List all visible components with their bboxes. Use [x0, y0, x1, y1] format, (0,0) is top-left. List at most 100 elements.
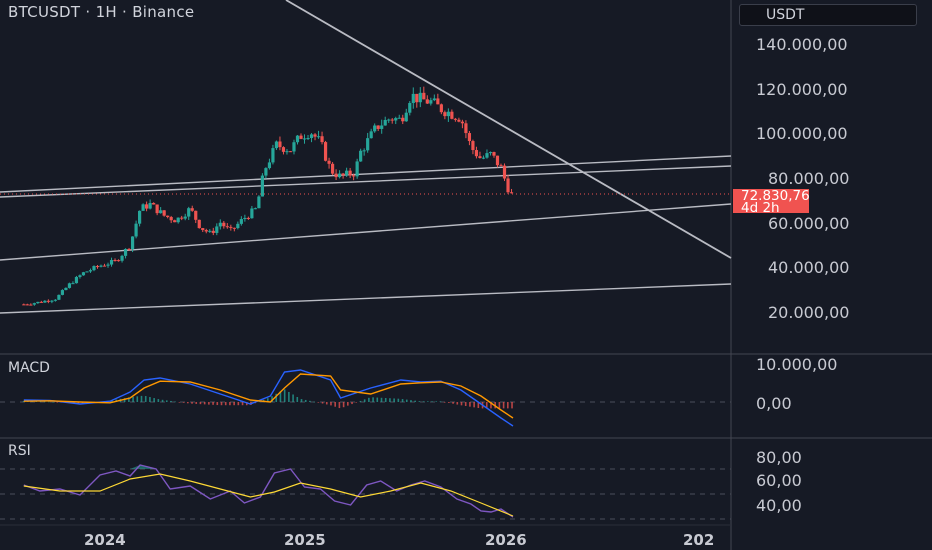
candle-body: [211, 230, 215, 233]
macd-hist-bar: [469, 402, 471, 407]
candle-body: [495, 155, 500, 166]
candle-body: [36, 301, 40, 304]
candle-body: [85, 271, 89, 273]
macd-hist-bar: [258, 401, 261, 403]
macd-hist-bar: [351, 402, 353, 405]
candle-body: [57, 294, 61, 300]
macd-signal-line: [23, 373, 514, 419]
macd-hist-bar: [401, 399, 404, 402]
macd-hist-bar: [292, 394, 294, 402]
macd-hist-bar: [212, 402, 214, 405]
macd-hist-bar: [498, 402, 501, 409]
candles-group: [22, 86, 514, 306]
macd-hist-bar: [427, 401, 429, 402]
candle-body: [278, 141, 282, 148]
macd-hist-bar: [473, 402, 475, 408]
trendlines[interactable]: [0, 0, 732, 314]
candle-body: [74, 276, 79, 284]
candle-body: [436, 98, 440, 105]
candle-body: [362, 150, 366, 152]
macd-hist-bar: [384, 398, 387, 402]
macd-hist-bar: [418, 401, 421, 402]
macd-hist-bar: [325, 402, 328, 405]
macd-hist-bar: [443, 402, 446, 403]
candle-body: [155, 204, 159, 214]
candle-body: [22, 304, 26, 306]
trendline-channel-lower: [0, 203, 732, 261]
macd-hist-bar: [389, 398, 391, 402]
candle-body: [29, 304, 33, 306]
candle-body: [159, 210, 163, 214]
macd-hist-bar: [77, 402, 80, 404]
macd-hist-bar: [334, 402, 336, 407]
candle-body: [215, 226, 219, 233]
candle-body: [190, 208, 194, 211]
candle-body: [25, 304, 29, 306]
macd-hist-bar: [216, 402, 219, 406]
macd-hist-bar: [199, 402, 202, 405]
candle-body: [78, 275, 82, 277]
macd-hist-bar: [271, 396, 273, 402]
candle-body: [380, 125, 384, 129]
candle-body: [176, 217, 180, 223]
candle-body: [246, 217, 250, 219]
candle-body: [166, 215, 170, 218]
candle-body: [264, 168, 268, 176]
candle-body: [292, 142, 296, 152]
price-axis[interactable]: 140.000,00 120.000,00 100.000,00 80.000,…: [756, 35, 849, 322]
macd-hist-bar: [203, 402, 206, 405]
candle-body: [295, 135, 300, 143]
candle-body: [464, 123, 468, 134]
macd-hist-bar: [304, 399, 307, 402]
time-axis[interactable]: 2024 2025 2026 202: [84, 531, 714, 549]
candle-body: [471, 141, 475, 151]
macd-hist-bar: [224, 402, 227, 406]
candle-body: [376, 125, 380, 129]
price-tick-label: 80.000,00: [768, 169, 849, 188]
macd-pane-label[interactable]: MACD: [8, 360, 50, 376]
trendline-channel-upper-b: [0, 165, 732, 198]
price-tick-label: 120.000,00: [756, 80, 848, 99]
currency-selector[interactable]: USDT: [739, 4, 917, 26]
candle-body: [208, 230, 212, 232]
candle-body: [267, 162, 272, 169]
macd-axis[interactable]: 10.000,00 0,00: [756, 355, 837, 413]
macd-histogram: [22, 389, 513, 409]
candle-body: [337, 173, 342, 178]
macd-hist-bar: [123, 398, 126, 402]
macd-hist-bar: [342, 402, 345, 408]
macd-hist-bar: [439, 401, 442, 402]
candle-body: [148, 202, 152, 209]
candle-body: [506, 178, 510, 193]
last-price-badge: 72.830,76 4d 2h: [733, 189, 810, 215]
candle-body: [481, 157, 486, 159]
trendline-long-support: [0, 283, 732, 314]
rsi-tick-label: 80,00: [756, 448, 802, 467]
candle-body: [137, 210, 142, 224]
candle-body: [387, 119, 391, 121]
macd-hist-bar: [405, 399, 408, 402]
candle-body: [320, 136, 324, 143]
chart-title: BTCUSDT · 1H · Binance: [8, 3, 195, 21]
rsi-line: [23, 464, 514, 518]
candle-body: [152, 202, 156, 205]
rsi-tick-label: 40,00: [756, 496, 802, 515]
candle-body: [474, 150, 479, 157]
candle-body: [99, 265, 103, 267]
rsi-pane-label[interactable]: RSI: [8, 443, 31, 459]
rsi-axis[interactable]: 80,00 60,00 40,00: [756, 448, 802, 515]
candle-body: [50, 300, 54, 302]
candle-body: [478, 156, 482, 159]
candle-body: [194, 210, 198, 220]
candle-body: [429, 100, 433, 104]
price-tick-label: 140.000,00: [756, 35, 848, 54]
candle-body: [352, 175, 356, 177]
candle-body: [53, 299, 57, 301]
candle-body: [334, 173, 338, 178]
macd-hist-bar: [309, 400, 311, 402]
candle-body: [173, 220, 177, 223]
candle-body: [432, 98, 436, 101]
macd-hist-bar: [431, 401, 433, 402]
macd-hist-bar: [485, 402, 488, 409]
